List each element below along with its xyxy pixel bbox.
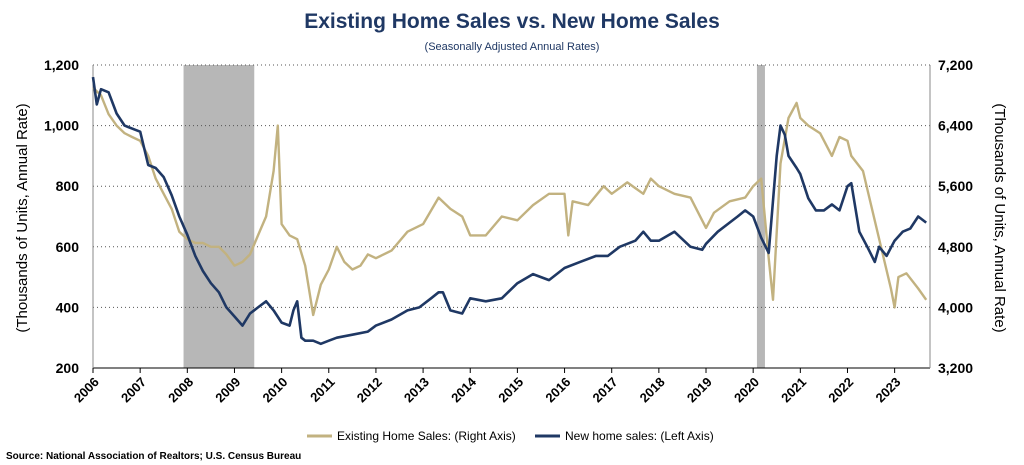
right-tick-label: 6,400 <box>938 118 973 134</box>
chart-subtitle: (Seasonally Adjusted Annual Rates) <box>425 41 600 53</box>
recession-band-2 <box>756 65 765 368</box>
right-axis-label: (Thousands of Units, Annual Rate) <box>991 103 1008 332</box>
x-tick-label: 2021 <box>778 374 809 405</box>
x-tick-label: 2020 <box>731 374 762 405</box>
source-note: Source: National Association of Realtors… <box>6 451 301 462</box>
axes <box>92 65 931 369</box>
left-tick-label: 600 <box>56 239 80 255</box>
x-tick-label: 2022 <box>825 374 856 405</box>
left-tick-label: 1,200 <box>44 57 79 73</box>
right-tick-label: 4,000 <box>938 299 973 315</box>
legend: Existing Home Sales: (Right Axis) New ho… <box>307 429 714 443</box>
right-tick-label: 5,600 <box>938 178 973 194</box>
left-tick-label: 800 <box>56 178 80 194</box>
x-tick-label: 2010 <box>259 374 290 405</box>
x-tick-label: 2009 <box>212 374 243 405</box>
legend-new-label: New home sales: (Left Axis) <box>565 429 714 443</box>
x-tick-label: 2006 <box>71 374 102 405</box>
tick-labels: 200 400 600 800 1,000 1,200 3,200 4,000 4,800 5,6… <box>44 57 973 405</box>
left-tick-label: 1,000 <box>44 118 79 134</box>
x-tick-label: 2017 <box>590 374 621 405</box>
left-axis-label: (Thousands of Units, Annual Rate) <box>14 103 31 332</box>
series-lines <box>91 76 928 346</box>
x-tick-label: 2012 <box>354 374 385 405</box>
legend-existing-label: Existing Home Sales: (Right Axis) <box>337 429 516 443</box>
existing-home-sales-line <box>92 86 928 317</box>
right-tick-label: 7,200 <box>938 57 973 73</box>
recession-band-1 <box>183 65 255 368</box>
x-tick-label: 2023 <box>872 374 903 405</box>
x-tick-label: 2008 <box>165 374 196 405</box>
right-tick-label: 3,200 <box>938 360 973 376</box>
x-tick-label: 2015 <box>495 374 526 405</box>
x-tick-label: 2013 <box>401 374 432 405</box>
x-tick-label: 2019 <box>684 374 715 405</box>
new-home-sales-line <box>91 76 927 346</box>
x-tick-label: 2014 <box>448 374 480 406</box>
right-tick-label: 4,800 <box>938 239 973 255</box>
x-tick-label: 2007 <box>118 374 149 405</box>
chart-title: Existing Home Sales vs. New Home Sales <box>304 10 720 33</box>
x-tick-label: 2018 <box>637 374 668 405</box>
left-tick-label: 400 <box>56 299 80 315</box>
x-tick-label: 2011 <box>307 374 338 405</box>
left-tick-label: 200 <box>56 360 80 376</box>
x-tick-label: 2016 <box>542 374 573 405</box>
recession-bands <box>183 65 765 368</box>
